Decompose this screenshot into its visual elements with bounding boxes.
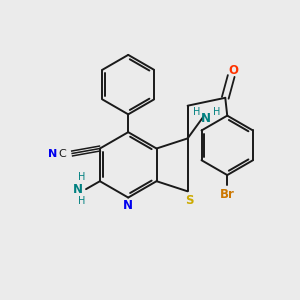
Text: H: H <box>193 107 200 117</box>
Text: Br: Br <box>220 188 235 201</box>
Text: H: H <box>213 107 220 117</box>
Text: N: N <box>48 149 57 160</box>
Text: N: N <box>123 199 133 212</box>
Text: N: N <box>73 183 83 196</box>
Text: N: N <box>200 112 210 125</box>
Text: C: C <box>58 149 66 160</box>
Text: O: O <box>228 64 238 76</box>
Text: S: S <box>185 194 194 207</box>
Text: H: H <box>78 172 86 182</box>
Text: H: H <box>78 196 86 206</box>
